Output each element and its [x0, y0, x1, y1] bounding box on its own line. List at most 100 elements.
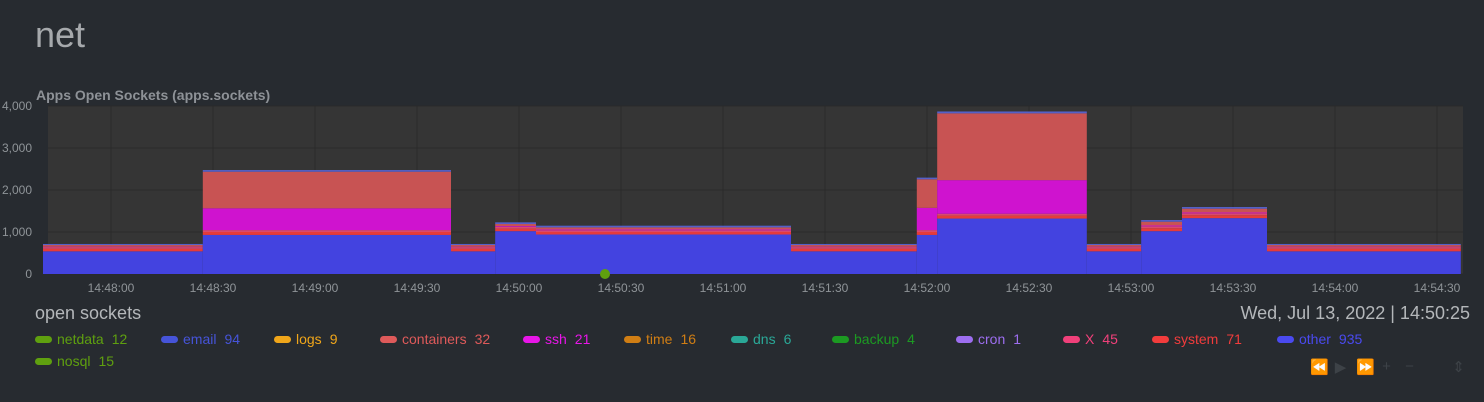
units-label: open sockets: [35, 303, 142, 323]
legend-item-dns[interactable]: dns 6: [731, 331, 791, 347]
legend-swatch: [380, 335, 397, 343]
legend-label: backup: [854, 331, 900, 347]
x-tick-label: 14:48:30: [190, 281, 237, 295]
area-system-segment-7: [937, 215, 1087, 219]
legend-swatch: [1277, 335, 1294, 343]
legend-item-email[interactable]: email 94: [161, 331, 240, 347]
area-system-segment-6: [916, 232, 938, 235]
legend-value: 1: [1013, 331, 1022, 347]
area-rest-segment-7: [937, 111, 1087, 114]
legend-label: ssh: [545, 331, 567, 347]
area-containers-segment-0: [43, 245, 203, 247]
legend-swatch: [35, 335, 52, 343]
y-tick-label: 1,000: [2, 225, 32, 239]
y-tick-label: 0: [25, 267, 32, 281]
area-other-segment-4: [536, 234, 791, 274]
area-system-segment-4: [536, 232, 791, 235]
area-other-segment-1: [202, 234, 451, 274]
zoom-in-icon[interactable]: +: [1382, 358, 1391, 375]
legend-item-x[interactable]: X 45: [1063, 331, 1118, 347]
legend-item-nosql[interactable]: nosql 15: [35, 353, 114, 369]
area-rest-segment-5: [791, 243, 917, 246]
legend-item-netdata[interactable]: netdata 12: [35, 331, 127, 347]
legend-value: 94: [224, 331, 241, 347]
legend-label: containers: [402, 331, 467, 347]
area-ssh-segment-7: [937, 180, 1087, 214]
area-X-segment-7: [937, 213, 1087, 216]
area-system-segment-10: [1182, 215, 1267, 219]
legend-label: logs: [296, 331, 322, 347]
area-system-segment-3: [495, 228, 536, 232]
legend-item-other[interactable]: other 935: [1277, 331, 1362, 347]
legend-swatch: [1063, 335, 1080, 343]
area-X-segment-0: [43, 247, 203, 249]
y-tick-label: 3,000: [2, 141, 32, 155]
legend-label: netdata: [57, 331, 104, 347]
x-tick-label: 14:51:30: [802, 281, 849, 295]
area-X-segment-4: [536, 230, 791, 232]
legend-item-cron[interactable]: cron 1: [956, 331, 1021, 347]
x-tick-label: 14:49:00: [292, 281, 339, 295]
x-tick-label: 14:52:30: [1006, 281, 1053, 295]
area-X-segment-2: [451, 247, 496, 249]
area-containers-segment-2: [451, 245, 496, 247]
resize-icon[interactable]: ⇕: [1452, 359, 1465, 376]
area-containers-segment-1: [202, 171, 451, 209]
sockets-area-chart[interactable]: 0 1,000 2,000 3,000 4,000 14:48:00 14:48:30 14:…: [0, 96, 1484, 298]
legend-swatch: [731, 335, 748, 343]
legend-item-containers[interactable]: containers 32: [380, 331, 490, 347]
area-system-segment-0: [43, 248, 203, 252]
area-X-segment-9: [1141, 226, 1182, 229]
area-containers-segment-7: [937, 113, 1087, 181]
legend-swatch: [274, 335, 291, 343]
netdata-marker: [600, 269, 610, 279]
play-icon[interactable]: ▶: [1334, 359, 1347, 376]
area-other-segment-3: [495, 231, 536, 274]
area-other-segment-8: [1086, 251, 1142, 274]
area-containers-segment-9: [1141, 221, 1182, 226]
legend-swatch: [956, 335, 973, 343]
legend-item-time[interactable]: time 16: [624, 331, 696, 347]
legend-item-backup[interactable]: backup 4: [832, 331, 915, 347]
area-other-segment-0: [43, 251, 203, 274]
legend-item-system[interactable]: system 71: [1152, 331, 1242, 347]
area-containers-segment-3: [495, 224, 536, 227]
legend-value: 45: [1102, 331, 1118, 347]
legend-value: 15: [98, 353, 115, 369]
area-other-segment-9: [1141, 231, 1182, 274]
area-containers-segment-6: [916, 179, 938, 208]
legend-swatch: [1152, 335, 1169, 343]
legend-label: X: [1085, 331, 1095, 347]
area-rest-segment-8: [1086, 243, 1142, 246]
area-ssh-segment-1: [202, 208, 451, 231]
legend-swatch: [161, 335, 178, 343]
x-tick-label: 14:50:30: [598, 281, 645, 295]
x-tick-label: 14:54:30: [1414, 281, 1461, 295]
area-containers-segment-11: [1267, 245, 1461, 247]
legend-value: 9: [329, 331, 338, 347]
legend-value: 6: [783, 331, 792, 347]
area-rest-segment-1: [202, 170, 451, 172]
rewind-icon[interactable]: ⏪: [1310, 359, 1329, 376]
legend-swatch: [35, 357, 52, 365]
area-rest-segment-3: [495, 222, 536, 225]
x-tick-label: 14:49:30: [394, 281, 441, 295]
legend-label: time: [646, 331, 673, 347]
area-system-segment-8: [1086, 248, 1142, 252]
legend-label: nosql: [57, 353, 91, 369]
legend-item-ssh[interactable]: ssh 21: [523, 331, 590, 347]
legend-item-logs[interactable]: logs 9: [274, 331, 337, 347]
area-X-segment-3: [495, 226, 536, 229]
fast-forward-icon[interactable]: ⏩: [1356, 359, 1375, 376]
area-ssh-segment-6: [916, 207, 938, 231]
area-other-segment-5: [791, 251, 917, 274]
chart-controls: ⏪ ▶ ⏩ + − ⇕: [1310, 358, 1466, 376]
area-X-segment-1: [202, 230, 451, 232]
area-containers-segment-4: [536, 227, 791, 230]
legend-value: 32: [474, 331, 491, 347]
zoom-out-icon[interactable]: −: [1405, 358, 1414, 375]
area-rest-segment-2: [451, 243, 496, 246]
area-X-segment-8: [1086, 247, 1142, 249]
legend-label: cron: [978, 331, 1006, 347]
legend-value: 4: [907, 331, 915, 347]
